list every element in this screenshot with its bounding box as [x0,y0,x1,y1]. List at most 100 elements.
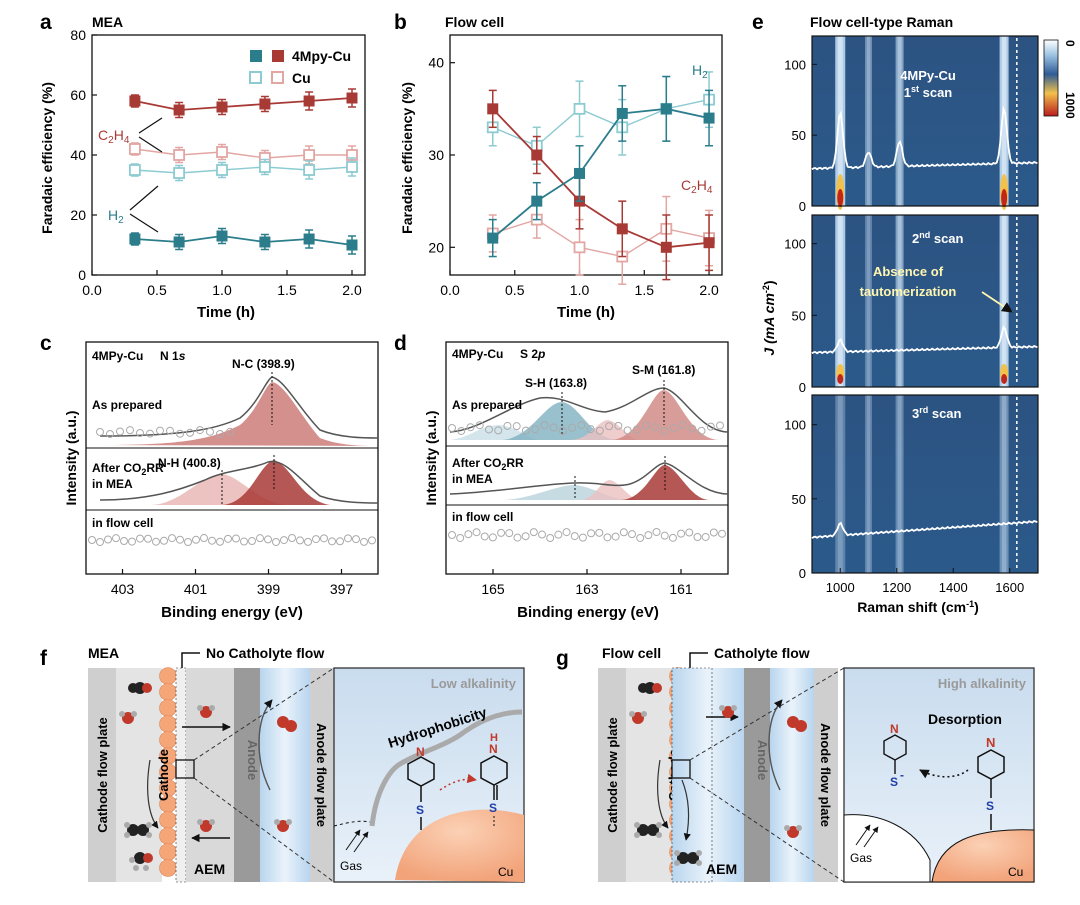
product-arrow [147,759,159,829]
annotation-arrow [981,291,1013,313]
raman-band-core [897,36,902,206]
hydrophobic-layer [369,709,523,827]
panel-g-flow: Catholyte flow [714,645,810,661]
molecule-atom [647,824,659,836]
panel-d-sample: 4MPy-Cu [452,347,503,361]
data-point [549,423,558,432]
data-point [288,534,296,543]
current-trace [811,105,1038,171]
xps-fit-nc [100,382,378,446]
panel-c-peak2: N-H (400.8) [158,456,221,470]
series-line [492,218,710,258]
data-point [312,535,320,544]
aem-label: AEM [706,861,737,877]
series-line [134,166,353,174]
data-point [570,532,579,541]
series-line [134,235,353,246]
ytick-label: 80 [70,27,86,43]
panel-d-row2c: in MEA [452,472,493,486]
cu-label: Cu [498,865,513,879]
data-point [128,143,141,155]
thione-molecule: N H S [480,732,508,826]
panel-d-ylabel: Intensity (a.u.) [423,411,439,506]
molecule-atom [696,850,702,856]
data-point [693,533,702,542]
data-point [669,424,678,433]
panel-d-row1: As prepared [452,398,522,412]
raman-maps [811,35,1039,574]
data-point [128,164,141,176]
ytick-label: 0 [799,199,806,214]
atom-s: S [416,803,424,817]
data-point [303,149,316,161]
data-point [668,533,677,542]
data-point [611,532,620,541]
panel-d-flowcell-data [448,421,726,542]
data-point [186,428,194,437]
xps-fit-nc-2 [220,460,330,505]
raman-band [895,395,904,573]
xtick-label: 1.5 [635,282,655,298]
molecule-atom [133,865,139,871]
scan1-label-a: 4MPy-Cu [900,68,956,83]
data-point [192,535,200,544]
panel-b-ylabel: Faradaic efficiency (%) [399,82,415,234]
raman-map-background [812,395,1038,573]
molecule-atom [784,825,790,831]
ytick-label: 20 [428,239,444,255]
data-point [628,530,636,539]
connector [138,117,163,134]
panel-letter-d: d [394,332,407,355]
gas-channel [626,668,672,882]
scan3-label: 3rd scan [912,405,962,421]
ytick-label: 0 [799,566,806,581]
charge-minus: - [900,768,904,782]
cathode-flow-plate [88,668,116,882]
data-point [531,195,543,207]
adsorbed-pyridine: N S [977,735,1005,830]
hotspot-core [1001,374,1008,384]
panel-e-title: Flow cell-type Raman [810,14,953,30]
molecule-atom [134,852,146,864]
panel-a-legend: 4Mpy-Cu Cu [249,48,351,86]
data-point [488,533,497,542]
data-point [208,536,216,545]
data-point [320,534,328,543]
data-point [129,95,141,107]
data-point [457,426,466,435]
molecule-atom [209,819,215,825]
legend-marker-cu-h2 [249,71,262,84]
molecule-atom [632,712,644,724]
data-point [529,528,538,537]
series-line [492,107,710,239]
panel-letter-c: c [40,332,52,355]
data-point [259,236,271,248]
data-point [200,534,208,543]
data-point [456,533,465,542]
data-point [558,426,567,435]
xtick-label: 1600 [995,580,1024,595]
data-point [173,149,186,161]
data-point [573,102,586,115]
xtick-label: 1000 [826,580,855,595]
xps-fit-sm-2 [620,465,710,500]
data-point [120,536,128,545]
anode-plate-label: Anode flow plate [818,723,833,827]
data-point [156,426,164,435]
molecule-atom [656,822,662,828]
panel-b: b Flow cell 20 30 40 0.0 0.5 1.0 1.5 2.0 Time … [394,11,723,321]
interface-layer [175,667,187,883]
data-point [538,530,546,539]
legend-marker-mpy-h2 [250,50,262,62]
cathode-particle [159,843,177,861]
data-point [360,537,368,546]
data-point [346,92,358,104]
zoom-box [175,759,195,779]
data-point [240,537,248,546]
panel-e-ylabel: J (mA cm-2) [761,280,777,355]
data-point [595,528,604,537]
xtick-label: 165 [481,581,505,597]
atom-s: S [890,775,898,789]
current-trace [811,325,1038,355]
xps-fit-sm [610,390,720,440]
